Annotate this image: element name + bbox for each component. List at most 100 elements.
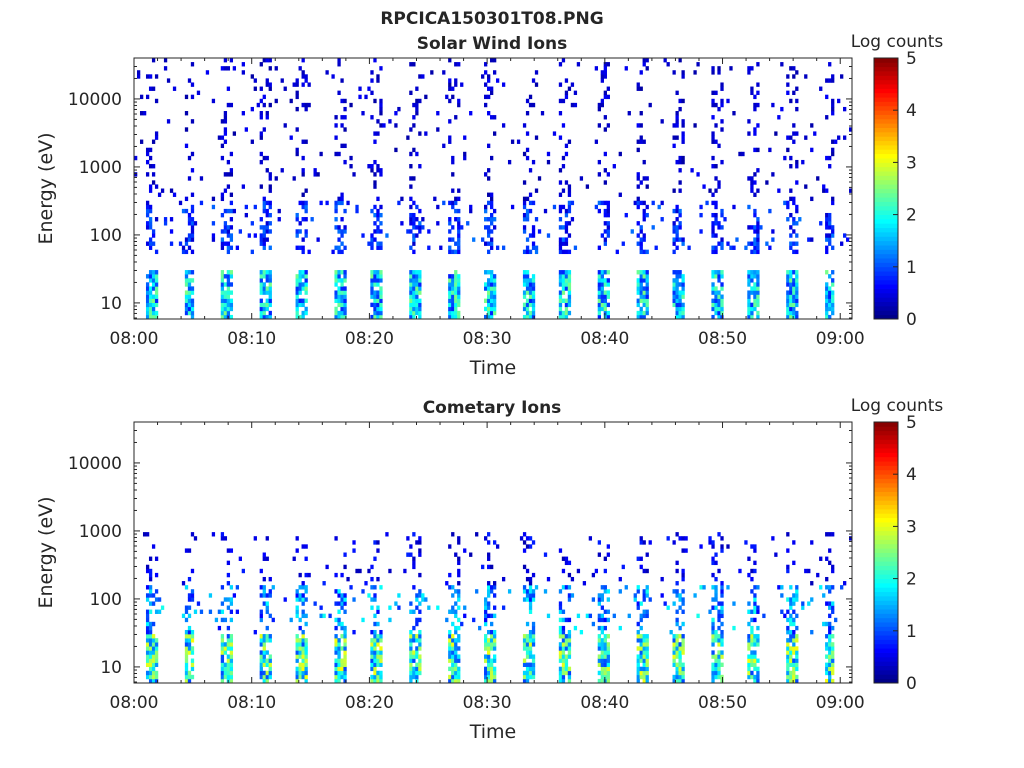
spectrogram-cell	[301, 666, 305, 672]
spectrogram-cell	[271, 617, 275, 623]
spectrogram-cell	[304, 229, 308, 234]
spectrogram-cell	[642, 249, 646, 255]
spectrogram-cell	[262, 634, 266, 639]
spectrogram-cell	[301, 629, 305, 635]
spectrogram-cell	[753, 302, 757, 308]
spectrogram-cell	[406, 135, 410, 140]
spectrogram-cell	[675, 286, 679, 291]
spectrogram-cell	[154, 290, 159, 295]
spectrogram-cell	[262, 646, 266, 651]
spectrogram-cell	[292, 82, 296, 87]
spectrogram-cell	[223, 127, 228, 132]
spectrogram-cell	[265, 221, 269, 226]
spectrogram-cell	[714, 670, 718, 676]
spectrogram-cell	[397, 200, 401, 206]
spectrogram-cell	[831, 78, 835, 83]
spectrogram-cell	[448, 302, 452, 308]
spectrogram-cell	[561, 650, 566, 655]
spectrogram-cell	[418, 658, 422, 663]
spectrogram-cell	[795, 674, 799, 680]
y-tick-label: 10000	[68, 90, 122, 110]
spectrogram-cell	[154, 184, 159, 189]
x-tick-label: 09:00	[816, 329, 865, 349]
spectrogram-cell	[412, 310, 416, 316]
colorbar-segment	[874, 452, 898, 458]
spectrogram-cell	[678, 536, 682, 541]
spectrogram-cell	[525, 662, 530, 667]
spectrogram-cell	[537, 176, 542, 181]
spectrogram-cell	[600, 658, 604, 663]
spectrogram-cell	[570, 200, 575, 206]
spectrogram-cell	[780, 106, 784, 112]
spectrogram-cell	[564, 151, 569, 157]
spectrogram-cell	[412, 237, 416, 242]
spectrogram-cell	[792, 609, 796, 614]
colorbar-segment	[874, 665, 898, 671]
spectrogram-cell	[223, 646, 228, 651]
colorbar-tick-label: 4	[906, 465, 917, 485]
spectrogram-cell	[190, 532, 195, 537]
spectrogram-cell	[337, 270, 341, 275]
spectrogram-cell	[265, 638, 269, 643]
spectrogram-cell	[415, 151, 419, 157]
spectrogram-cell	[421, 597, 425, 602]
spectrogram-cell	[229, 237, 234, 242]
spectrogram-cell	[702, 585, 706, 590]
spectrogram-cell	[531, 274, 536, 279]
spectrogram-cell	[187, 176, 192, 181]
spectrogram-cell	[484, 678, 488, 684]
spectrogram-cell	[415, 225, 419, 230]
spectrogram-cell	[226, 274, 231, 279]
spectrogram-cell	[678, 282, 682, 287]
spectrogram-cell	[840, 74, 844, 79]
spectrogram-cell	[558, 654, 563, 659]
spectrogram-cell	[427, 229, 431, 234]
spectrogram-cell	[720, 629, 724, 635]
spectrogram-cell	[522, 674, 527, 680]
spectrogram-cell	[235, 585, 240, 590]
spectrogram-cell	[825, 642, 829, 647]
spectrogram-cell	[337, 278, 341, 283]
spectrogram-cell	[714, 589, 718, 594]
spectrogram-cell	[352, 540, 356, 545]
spectrogram-cell	[259, 111, 263, 116]
spectrogram-cell	[226, 654, 231, 659]
spectrogram-cell	[552, 204, 557, 210]
colorbar-segment	[874, 482, 898, 488]
spectrogram-cell	[636, 123, 640, 128]
spectrogram-cell	[561, 282, 566, 287]
spectrogram-cell	[145, 282, 150, 287]
spectrogram-cell	[211, 196, 216, 202]
spectrogram-cell	[301, 650, 305, 655]
spectrogram-cell	[699, 544, 703, 549]
spectrogram-cell	[672, 135, 676, 140]
colorbar-segment	[874, 622, 898, 627]
spectrogram-cell	[750, 180, 754, 185]
spectrogram-cell	[522, 229, 527, 234]
spectrogram-cell	[298, 585, 302, 590]
spectrogram-cell	[268, 302, 272, 308]
spectrogram-cell	[792, 593, 796, 598]
spectrogram-cell	[636, 172, 640, 177]
spectrogram-cell	[675, 290, 679, 295]
spectrogram-cell	[418, 634, 422, 639]
spectrogram-cell	[457, 593, 461, 598]
spectrogram-cell	[603, 650, 607, 655]
spectrogram-cell	[534, 82, 539, 87]
spectrogram-cell	[795, 310, 799, 316]
spectrogram-cell	[211, 221, 216, 226]
colorbar-segment	[874, 227, 898, 233]
spectrogram-cell	[265, 82, 269, 87]
spectrogram-cell	[522, 642, 527, 647]
spectrogram-cell	[295, 229, 299, 234]
spectrogram-cell	[528, 670, 533, 676]
spectrogram-cell	[319, 613, 323, 619]
spectrogram-cell	[337, 237, 341, 242]
spectrogram-cell	[484, 62, 488, 67]
spectrogram-cell	[454, 678, 458, 684]
spectrogram-cell	[277, 208, 281, 214]
spectrogram-cell	[259, 670, 263, 676]
spectrogram-cell	[639, 536, 643, 541]
spectrogram-cell	[220, 192, 225, 197]
spectrogram-cell	[409, 184, 413, 189]
